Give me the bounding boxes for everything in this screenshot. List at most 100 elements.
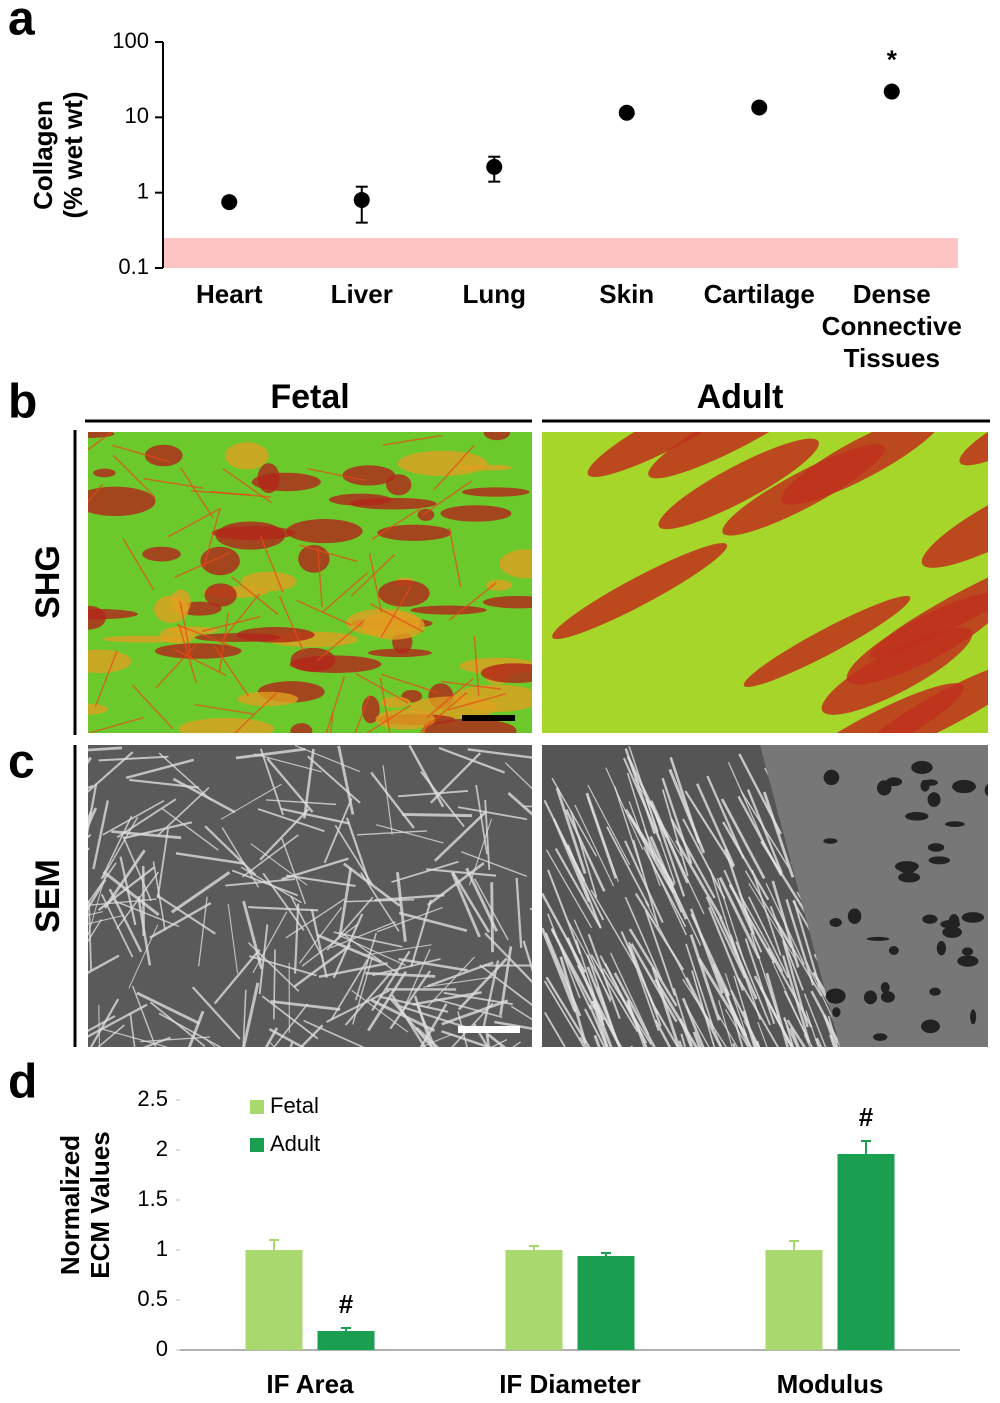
- texture: [815, 1037, 823, 1047]
- texture: [391, 994, 427, 1047]
- texture: [251, 472, 321, 492]
- texture: [343, 862, 401, 907]
- texture: [88, 746, 123, 752]
- texture: [570, 810, 598, 898]
- texture: [627, 1002, 648, 1047]
- texture: [200, 546, 240, 576]
- texture: [542, 927, 577, 1013]
- texture: [264, 1027, 279, 1047]
- texture: [685, 1005, 710, 1047]
- texture: [708, 906, 745, 992]
- x-tick-label: IF Area: [266, 1369, 354, 1399]
- texture: [448, 582, 497, 621]
- texture: [156, 894, 216, 935]
- texture: [370, 771, 415, 829]
- texture: [222, 467, 273, 504]
- texture: [371, 506, 424, 540]
- texture: [242, 989, 247, 1047]
- texture: [936, 941, 947, 956]
- texture: [178, 718, 275, 733]
- texture: [515, 877, 523, 948]
- texture: [281, 857, 349, 881]
- texture: [180, 467, 214, 519]
- texture: [783, 1017, 795, 1047]
- texture: [626, 772, 656, 860]
- texture: [88, 483, 104, 503]
- texture: [587, 784, 631, 866]
- texture: [654, 1019, 672, 1047]
- texture: [160, 626, 196, 644]
- texture: [258, 924, 269, 995]
- texture: [190, 490, 251, 496]
- texture: [253, 753, 322, 773]
- texture: [293, 903, 300, 974]
- scale-bar: [458, 1026, 520, 1033]
- texture: [762, 791, 795, 878]
- texture: [398, 1004, 467, 1029]
- texture: [684, 790, 735, 868]
- texture: [832, 1007, 841, 1018]
- y-axis-label: Collagen: [28, 100, 58, 210]
- texture: [751, 869, 782, 956]
- texture: [330, 959, 369, 1020]
- texture: [88, 751, 134, 793]
- texture: [397, 790, 468, 798]
- texture: [410, 605, 487, 615]
- texture: [451, 871, 491, 933]
- texture: [158, 1012, 221, 1047]
- texture: [547, 869, 582, 955]
- texture: [494, 1020, 532, 1030]
- texture: [372, 958, 441, 977]
- texture: [957, 955, 979, 967]
- texture: [592, 1000, 613, 1047]
- texture: [920, 779, 930, 792]
- texture: [389, 970, 431, 1030]
- texture: [172, 777, 236, 814]
- texture: [782, 683, 964, 733]
- texture: [880, 991, 895, 1003]
- column-header: Fetal: [270, 378, 349, 416]
- texture: [241, 834, 299, 878]
- texture: [585, 792, 618, 879]
- texture: [368, 648, 432, 658]
- texture: [242, 900, 263, 970]
- texture: [237, 691, 299, 707]
- texture: [653, 810, 686, 897]
- texture: [480, 663, 532, 683]
- texture: [398, 957, 468, 972]
- texture: [604, 1018, 623, 1047]
- texture: [420, 691, 468, 732]
- y-tick-label: 0.1: [118, 254, 149, 279]
- texture: [961, 947, 974, 956]
- texture: [774, 918, 823, 997]
- texture: [259, 808, 310, 861]
- row-header: SEM: [29, 859, 67, 933]
- texture: [727, 761, 766, 845]
- texture: [654, 978, 698, 1047]
- x-tick-label: Skin: [599, 279, 655, 309]
- texture: [747, 896, 789, 979]
- texture: [317, 620, 364, 661]
- texture: [350, 553, 396, 597]
- texture: [681, 997, 705, 1047]
- texture: [296, 599, 352, 626]
- texture: [88, 807, 98, 829]
- texture: [281, 837, 307, 905]
- texture: [744, 938, 776, 1025]
- texture: [757, 1021, 768, 1047]
- texture: [262, 872, 305, 931]
- texture: [675, 839, 723, 919]
- texture: [88, 898, 157, 906]
- texture: [101, 1028, 169, 1047]
- texture: [321, 572, 368, 613]
- texture: [427, 862, 485, 907]
- texture: [415, 1026, 440, 1047]
- texture: [278, 595, 305, 652]
- texture: [448, 527, 462, 587]
- texture: [88, 716, 144, 733]
- texture: [227, 904, 239, 974]
- texture: [268, 1028, 305, 1047]
- panel-letter: c: [8, 736, 35, 789]
- texture: [421, 480, 473, 516]
- texture: [825, 988, 846, 1004]
